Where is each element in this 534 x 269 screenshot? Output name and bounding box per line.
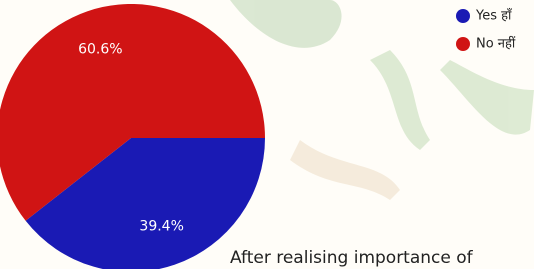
slice-label: 60.6%: [78, 41, 122, 57]
legend: Yes हाँ No नहीं: [456, 8, 516, 52]
pie: 39.4% 60.6%: [0, 4, 265, 269]
legend-label: No नहीं: [476, 36, 516, 52]
legend-marker: [456, 37, 470, 51]
legend-marker: [456, 9, 470, 23]
background-decoration: [230, 0, 534, 200]
legend-label: Yes हाँ: [475, 8, 512, 24]
slice-label: 39.4%: [139, 219, 183, 235]
chart: 39.4% 60.6% Yes हाँ No नहीं After realisin…: [0, 0, 534, 269]
annotation: After realising importance of: [230, 248, 474, 268]
page: 39.4% 60.6% Yes हाँ No नहीं After realisin…: [0, 0, 534, 269]
